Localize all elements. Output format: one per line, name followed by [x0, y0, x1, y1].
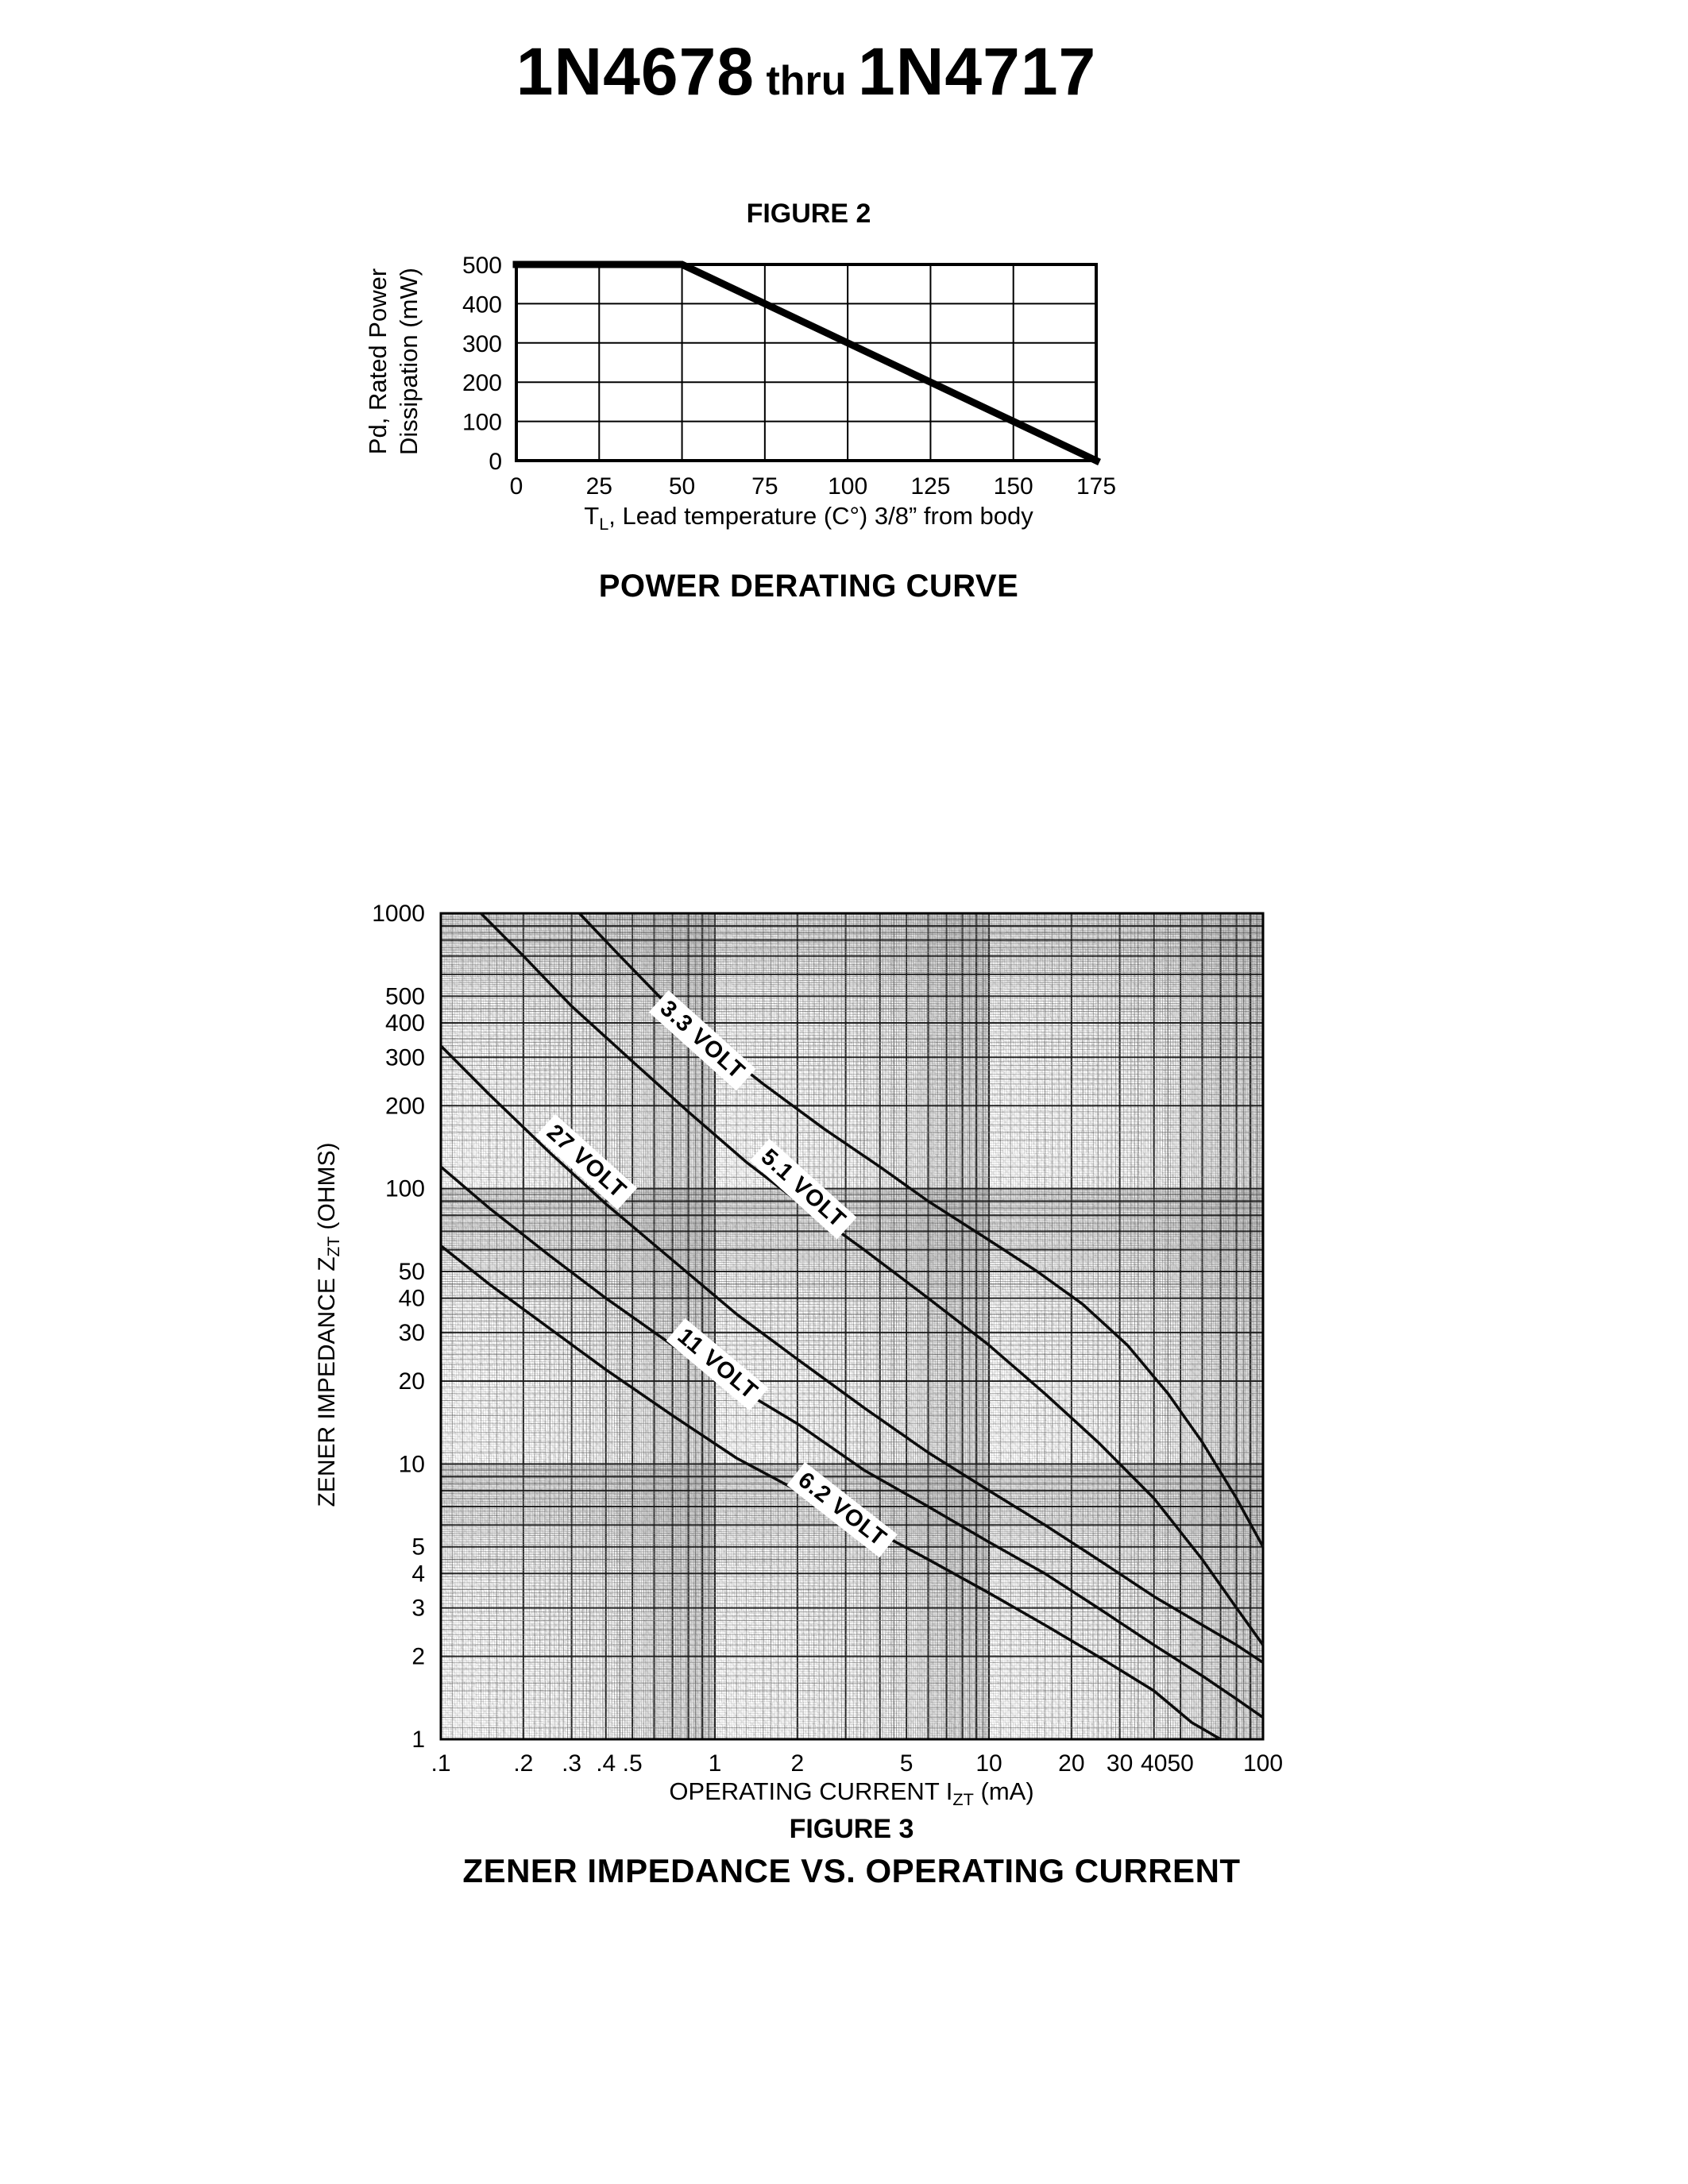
svg-text:0: 0	[489, 449, 502, 475]
svg-text:20: 20	[399, 1368, 425, 1395]
svg-text:5: 5	[900, 1750, 914, 1777]
fig3-x-axis-title-sub: ZT	[952, 1788, 974, 1809]
svg-text:175: 175	[1076, 473, 1116, 500]
svg-text:1: 1	[709, 1750, 722, 1777]
svg-text:1: 1	[411, 1727, 425, 1753]
power-derating-chart: 0 25 50 75 100 125 150 175 0 100 200 300 400 500	[462, 253, 1116, 500]
svg-text:2: 2	[411, 1644, 425, 1670]
svg-text:100: 100	[828, 473, 867, 500]
svg-text:4: 4	[411, 1561, 425, 1587]
svg-text:50: 50	[1167, 1750, 1193, 1777]
svg-text:5: 5	[411, 1534, 425, 1561]
svg-text:300: 300	[385, 1044, 425, 1071]
figure2-caption: POWER DERATING CURVE	[598, 569, 1019, 604]
svg-text:40: 40	[1141, 1750, 1167, 1777]
svg-text:25: 25	[586, 473, 612, 500]
svg-text:150: 150	[994, 473, 1033, 500]
page-title: 1N4678 thru 1N4717	[250, 33, 1362, 110]
svg-text:30: 30	[1107, 1750, 1133, 1777]
svg-text:200: 200	[385, 1093, 425, 1119]
svg-text:1000: 1000	[372, 901, 425, 927]
svg-text:100: 100	[385, 1176, 425, 1202]
svg-text:.3: .3	[562, 1750, 581, 1777]
svg-text:.4: .4	[596, 1750, 616, 1777]
svg-text:30: 30	[399, 1320, 425, 1346]
svg-text:20: 20	[1058, 1750, 1084, 1777]
title-part-number-end: 1N4717	[858, 34, 1097, 109]
fig2-x-axis-title-pre: T	[584, 502, 600, 530]
svg-text:125: 125	[910, 473, 950, 500]
fig3-x-axis-title: OPERATING CURRENT IZT (mA)	[295, 1777, 1408, 1809]
fig2-x-axis-title-post: , Lead temperature (C°) 3/8” from body	[608, 502, 1033, 530]
title-part-number-start: 1N4678	[516, 34, 755, 109]
svg-text:100: 100	[1243, 1750, 1283, 1777]
fig2-y-axis-title-line1: Pd, Rated Power	[364, 268, 392, 455]
fig2-y-axis-title-line2: Dissipation (mW)	[394, 268, 423, 455]
svg-text:.2: .2	[513, 1750, 533, 1777]
svg-text:500: 500	[462, 253, 502, 279]
svg-text:200: 200	[462, 370, 502, 396]
svg-text:50: 50	[669, 473, 695, 500]
svg-text:.5: .5	[623, 1750, 643, 1777]
svg-text:300: 300	[462, 331, 502, 357]
svg-text:50: 50	[399, 1259, 425, 1285]
figure2-heading: FIGURE 2	[746, 199, 871, 229]
figure3-heading: FIGURE 3	[789, 1814, 914, 1844]
svg-text:500: 500	[385, 983, 425, 1009]
svg-text:40: 40	[399, 1286, 425, 1312]
svg-text:100: 100	[462, 410, 502, 436]
figure3-caption: ZENER IMPEDANCE VS. OPERATING CURRENT	[462, 1852, 1241, 1889]
svg-text:3: 3	[411, 1596, 425, 1622]
svg-text:10: 10	[975, 1750, 1002, 1777]
title-thru: thru	[766, 58, 847, 104]
fig2-y-axis-title: Pd, Rated Power Dissipation (mW)	[363, 179, 427, 544]
svg-text:10: 10	[399, 1451, 425, 1477]
zener-impedance-chart: .1.2.3.4.5 1 2 5 10 20 30 40 50 10010005004003002…	[372, 901, 1283, 1777]
fig3-x-axis-title-post: (mA)	[973, 1777, 1034, 1805]
svg-text:75: 75	[751, 473, 778, 500]
svg-text:0: 0	[510, 473, 523, 500]
svg-text:.1: .1	[431, 1750, 450, 1777]
svg-text:400: 400	[385, 1010, 425, 1036]
fig2-x-axis-title-sub: L	[599, 513, 609, 534]
fig2-x-axis-title: TL, Lead temperature (C°) 3/8” from body	[253, 502, 1365, 534]
fig3-x-axis-title-pre: OPERATING CURRENT I	[669, 1777, 953, 1805]
svg-text:400: 400	[462, 291, 502, 318]
svg-text:2: 2	[791, 1750, 805, 1777]
